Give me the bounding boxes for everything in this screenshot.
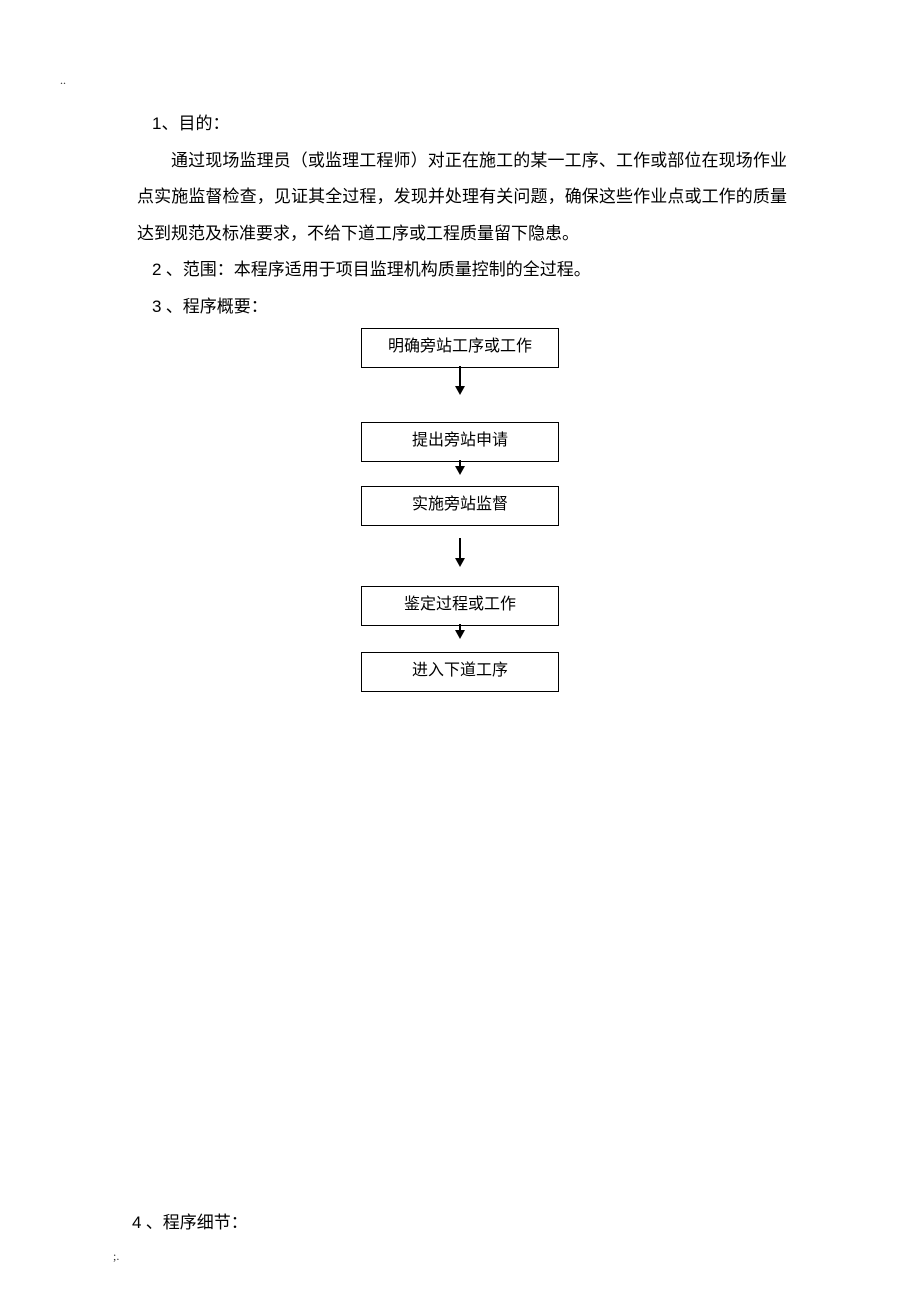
body-text: 1、目的： 通过现场监理员（或监理工程师）对正在施工的某一工序、工作或部位在现场… (137, 106, 787, 325)
flow-arrow-3 (455, 624, 465, 639)
section-2-text: 范围：本程序适用于项目监理机构质量控制的全过程。 (183, 260, 591, 279)
section-1-sep: 、 (161, 114, 178, 133)
section-1-title: 1、目的： (152, 106, 787, 143)
footer-mark: ;. (113, 1244, 119, 1270)
section-3-text: 程序概要： (183, 297, 268, 316)
section-4: 4 、程序细节： (132, 1205, 248, 1242)
flow-arrow-2 (455, 538, 465, 567)
flow-node-0: 明确旁站工序或工作 (361, 328, 559, 368)
flow-node-3: 鉴定过程或工作 (361, 586, 559, 626)
section-1-body: 通过现场监理员（或监理工程师）对正在施工的某一工序、工作或部位在现场作业点实施监… (137, 143, 787, 253)
flow-node-4: 进入下道工序 (361, 652, 559, 692)
section-3-sep: 、 (161, 297, 182, 316)
section-4-text: 程序细节： (163, 1213, 248, 1232)
flow-node-1: 提出旁站申请 (361, 422, 559, 462)
section-4-sep: 、 (141, 1213, 162, 1232)
page: .. 1、目的： 通过现场监理员（或监理工程师）对正在施工的某一工序、工作或部位… (0, 0, 920, 1303)
flow-arrow-0 (455, 366, 465, 395)
header-mark: .. (60, 68, 66, 94)
flow-node-2: 实施旁站监督 (361, 486, 559, 526)
section-2-sep: 、 (161, 260, 182, 279)
section-1-label: 目的： (178, 114, 229, 133)
section-2: 2 、范围：本程序适用于项目监理机构质量控制的全过程。 (152, 252, 787, 289)
section-3: 3 、程序概要： (152, 289, 787, 326)
flow-arrow-1 (455, 460, 465, 475)
